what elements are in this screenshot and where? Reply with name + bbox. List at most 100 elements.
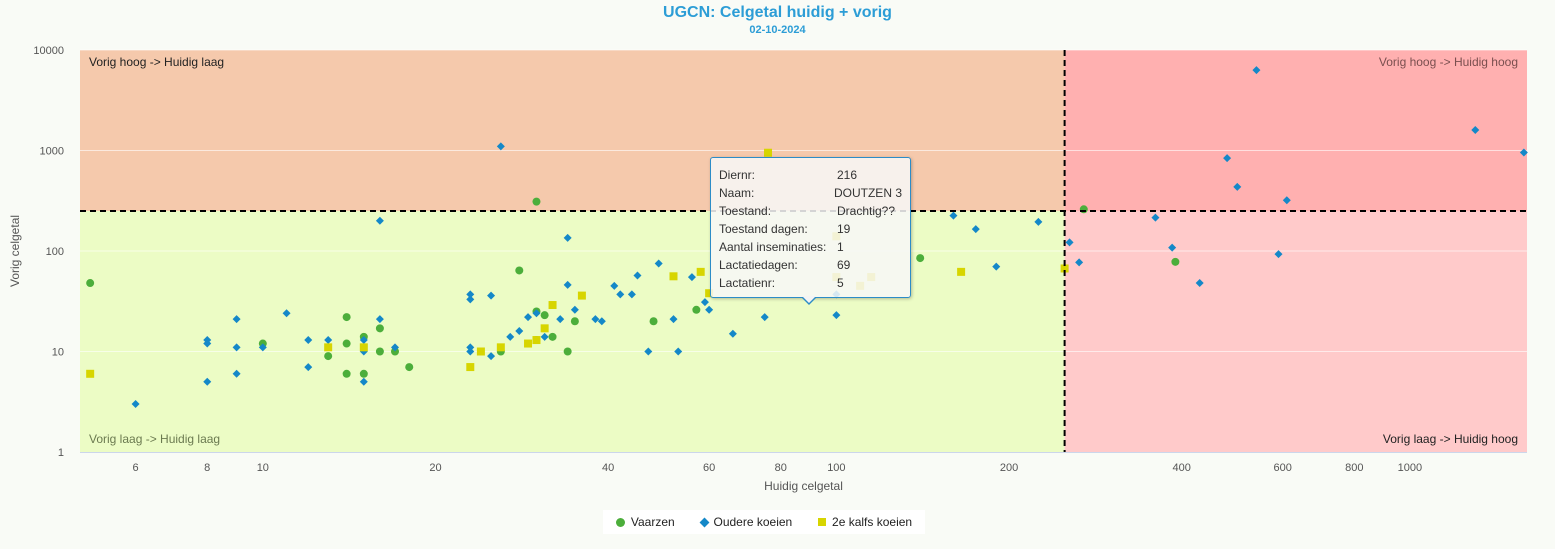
point-vaarzen	[1079, 205, 1088, 214]
legend-label-oudere-koeien: Oudere koeien	[713, 515, 793, 529]
y-tick-label: 10000	[33, 45, 64, 57]
point-vaarzen	[86, 279, 95, 288]
tooltip-row: Aantal inseminaties: 1	[719, 238, 902, 256]
point-oudere-koeien	[359, 336, 368, 345]
point-oudere-koeien	[728, 329, 737, 338]
x-tick-label: 200	[1000, 462, 1018, 474]
legend-item-vaarzen[interactable]: Vaarzen	[615, 515, 675, 529]
point-vaarzen	[375, 324, 384, 333]
point-vaarzen	[324, 352, 333, 361]
point-oudere-koeien	[1151, 213, 1160, 222]
point-oudere-koeien	[570, 305, 579, 314]
point-oudere-koeien	[700, 298, 709, 307]
x-tick-label: 20	[429, 462, 441, 474]
point-oudere-koeien	[1034, 217, 1043, 226]
legend-diamond-icon	[699, 517, 709, 527]
point-2e-kalfs-koeien	[577, 291, 586, 300]
point-oudere-koeien	[1233, 182, 1242, 191]
tooltip-value: 69	[837, 258, 851, 272]
tooltip-value: 19	[837, 222, 851, 236]
point-oudere-koeien	[1065, 238, 1074, 247]
point-vaarzen	[563, 347, 572, 356]
point-2e-kalfs-koeien	[532, 336, 541, 345]
point-oudere-koeien	[487, 352, 496, 361]
point-oudere-koeien	[610, 281, 619, 290]
x-tick-label: 600	[1274, 462, 1292, 474]
point-oudere-koeien	[359, 377, 368, 386]
point-oudere-koeien	[540, 332, 549, 341]
point-oudere-koeien	[524, 313, 533, 322]
point-vaarzen	[342, 369, 351, 378]
point-vaarzen	[405, 363, 414, 372]
tooltip-key: Diernr:	[719, 168, 756, 182]
point-2e-kalfs-koeien	[696, 267, 705, 276]
point-oudere-koeien	[597, 317, 606, 326]
legend-label-2e-kalfs-koeien: 2e kalfs koeien	[832, 515, 913, 529]
x-tick-label: 100	[827, 462, 845, 474]
point-oudere-koeien	[556, 315, 565, 324]
point-vaarzen	[548, 332, 557, 341]
tooltip-row: Naam: DOUTZEN 3	[719, 184, 902, 202]
y-axis-title: Vorig celgetal	[8, 215, 22, 287]
point-oudere-koeien	[616, 290, 625, 299]
point-oudere-koeien	[466, 290, 475, 299]
point-vaarzen	[1171, 257, 1180, 266]
point-oudere-koeien	[1274, 250, 1283, 259]
tooltip-value: 1	[837, 240, 844, 254]
point-oudere-koeien	[971, 225, 980, 234]
point-vaarzen	[649, 317, 658, 326]
point-vaarzen	[540, 311, 549, 320]
tooltip-value: 216	[837, 168, 858, 182]
point-2e-kalfs-koeien	[705, 289, 714, 298]
point-oudere-koeien	[633, 271, 642, 280]
tooltip-key: Toestand dagen:	[719, 222, 808, 236]
point-tooltip: Diernr: 216 Naam: DOUTZEN 3 Toestand: Drach…	[710, 157, 911, 298]
x-axis-title: Huidig celgetal	[764, 479, 843, 493]
point-2e-kalfs-koeien	[359, 343, 368, 352]
point-2e-kalfs-koeien	[548, 301, 557, 310]
y-tick-label: 1	[58, 447, 64, 459]
point-oudere-koeien	[203, 377, 212, 386]
point-2e-kalfs-koeien	[957, 267, 966, 276]
legend-item-oudere-koeien[interactable]: Oudere koeien	[699, 515, 793, 529]
quadrant-bottom-left	[80, 211, 1065, 452]
point-oudere-koeien	[304, 336, 313, 345]
quadrant-top-right	[1064, 50, 1527, 212]
x-tick-label: 8	[204, 462, 210, 474]
point-2e-kalfs-koeien	[540, 324, 549, 333]
legend-item-2e-kalfs-koeien[interactable]: 2e kalfs koeien	[818, 515, 912, 529]
point-oudere-koeien	[1195, 279, 1204, 288]
tooltip-value: 5	[837, 276, 844, 290]
point-oudere-koeien	[282, 309, 291, 318]
tooltip-key: Naam:	[719, 186, 755, 200]
tooltip-key: Lactatiedagen:	[719, 258, 798, 272]
point-oudere-koeien	[515, 326, 524, 335]
x-tick-label: 400	[1173, 462, 1191, 474]
tooltip-row: Lactatiedagen: 69	[719, 256, 902, 274]
point-vaarzen	[532, 197, 541, 206]
tooltip-value: Drachtig??	[837, 204, 896, 218]
point-oudere-koeien	[466, 295, 475, 304]
point-2e-kalfs-koeien	[669, 272, 678, 281]
point-oudere-koeien	[832, 311, 841, 320]
tooltip-key: Lactatienr:	[719, 276, 776, 290]
point-vaarzen	[375, 347, 384, 356]
point-oudere-koeien	[532, 309, 541, 318]
tooltip-row: Toestand dagen: 19	[719, 220, 902, 238]
point-oudere-koeien	[304, 363, 313, 372]
quadrant-bottom-right	[1064, 211, 1527, 452]
tooltip-row: Diernr: 216	[719, 166, 902, 184]
point-oudere-koeien	[232, 343, 241, 352]
quadrant-label-bottom-left: Vorig laag -> Huidig laag	[89, 432, 220, 446]
tooltip-value: DOUTZEN 3	[833, 186, 902, 200]
point-oudere-koeien	[375, 216, 384, 225]
point-oudere-koeien	[563, 280, 572, 289]
point-oudere-koeien	[674, 347, 683, 356]
point-vaarzen	[916, 254, 925, 263]
point-oudere-koeien	[375, 315, 384, 324]
quadrant-label-top-right: Vorig hoog -> Huidig hoog	[1379, 55, 1518, 69]
point-oudere-koeien	[466, 343, 475, 352]
quadrant-label-bottom-right: Vorig laag -> Huidig hoog	[1383, 432, 1518, 446]
point-2e-kalfs-koeien	[1060, 264, 1069, 273]
point-oudere-koeien	[992, 262, 1001, 271]
